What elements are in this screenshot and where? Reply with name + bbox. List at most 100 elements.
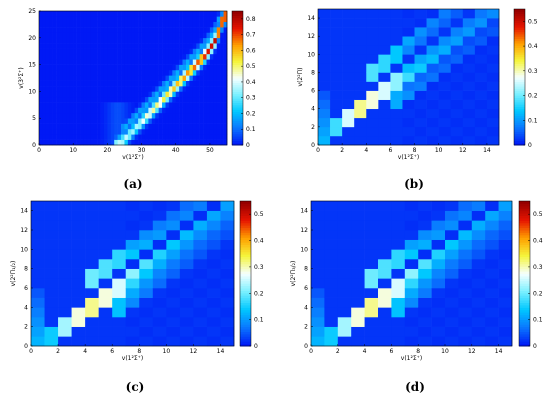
heatmap-cell [165,80,170,87]
heatmap-cell [471,317,486,327]
heatmap-cell [354,90,367,100]
heatmap-cell [337,297,352,308]
heatmap-cell [196,64,200,71]
heatmap-cell [311,239,325,250]
heatmap-cell [112,220,127,231]
heatmap-cell [378,27,391,37]
heatmap-cell [445,317,459,327]
heatmap-cell [182,21,187,28]
heatmap-cell [402,81,415,91]
heatmap-cell [56,32,60,39]
heatmap-cell [445,201,459,211]
heatmap-cell [107,107,112,114]
heatmap-cell [402,126,415,137]
heatmap-cell [474,36,488,46]
heatmap-cell [414,126,427,137]
heatmap-cell [162,139,166,146]
heatmap-cell [162,86,166,92]
heatmap-cell [59,59,64,65]
heatmap-cell [486,36,500,46]
heatmap-cell [107,64,112,71]
heatmap-cell [98,278,113,289]
heatmap-cell [486,135,500,146]
heatmap-cell [131,128,136,135]
heatmap-cell [49,118,53,124]
heatmap-cell [431,326,446,337]
heatmap-cell [158,134,163,140]
heatmap-cell [337,210,352,221]
y-tick-label: 15 [28,62,36,69]
heatmap-cell [107,80,112,87]
heatmap-cell [131,21,136,28]
colorbar-segment [240,263,251,267]
heatmap-cell [125,336,140,347]
colorbar-segment [519,230,530,233]
heatmap-cell [366,81,379,91]
heatmap-cell [127,27,132,33]
heatmap-cell [152,259,167,269]
heatmap-cell [179,37,183,44]
heatmap-cell [364,230,379,240]
heatmap-cell [90,32,94,39]
heatmap-cell [107,11,112,17]
heatmap-cell [158,64,163,71]
heatmap-cell [354,135,367,146]
heatmap-cell [152,297,167,308]
heatmap-cell [59,80,64,87]
heatmap-cell [158,21,163,28]
heatmap-cell [80,128,84,135]
heatmap-cell [83,37,88,44]
heatmap-cell [426,54,439,64]
heatmap-cell [486,108,500,119]
heatmap-cell [404,249,419,260]
heatmap-cell [209,64,214,71]
heatmap-cell [52,118,57,124]
heatmap-cell [127,11,132,17]
heatmap-cell [193,230,208,240]
heatmap-cell [100,32,105,39]
heatmap-cell [438,135,452,146]
heatmap-cell [98,220,113,231]
colorbar-segment [514,54,525,58]
heatmap-cell [44,336,59,347]
heatmap-cell [131,27,136,33]
heatmap-cell [168,128,173,135]
heatmap-cell [152,230,167,240]
heatmap-cell [342,45,355,55]
heatmap-cell [42,21,47,28]
heatmap-cell [351,326,365,337]
heatmap-cell [354,63,367,73]
heatmap-cell [85,288,99,298]
heatmap-cell [73,37,77,44]
heatmap-cell [131,91,136,98]
heatmap-cell [80,139,84,146]
colorbar-segment [232,122,243,126]
heatmap-cell [100,48,105,55]
heatmap-cell [44,201,59,211]
heatmap-cell [80,80,84,87]
heatmap-cell [83,123,88,130]
heatmap-cell [69,16,74,23]
heatmap-cell [121,86,125,92]
heatmap-cell [189,32,194,39]
heatmap-cell [175,118,180,124]
heatmap-cell [73,86,77,92]
heatmap-cell [134,75,139,81]
heatmap-cell [73,21,77,28]
colorbar-segment [519,341,530,345]
heatmap-cell [139,210,154,221]
heatmap-cell [42,123,47,130]
heatmap-cell [97,37,101,44]
heatmap-cell [179,27,183,33]
heatmap-cell [114,139,118,146]
heatmap-cell [114,91,118,98]
heatmap-cell [162,32,166,39]
heatmap-cell [114,53,118,60]
heatmap-cell [179,96,183,103]
colorbar-segment [519,244,530,248]
heatmap-cell [93,27,98,33]
heatmap-cell [378,117,391,128]
colorbar-segment [232,22,243,25]
heatmap-cell [196,112,200,119]
heatmap-cell [193,220,208,231]
